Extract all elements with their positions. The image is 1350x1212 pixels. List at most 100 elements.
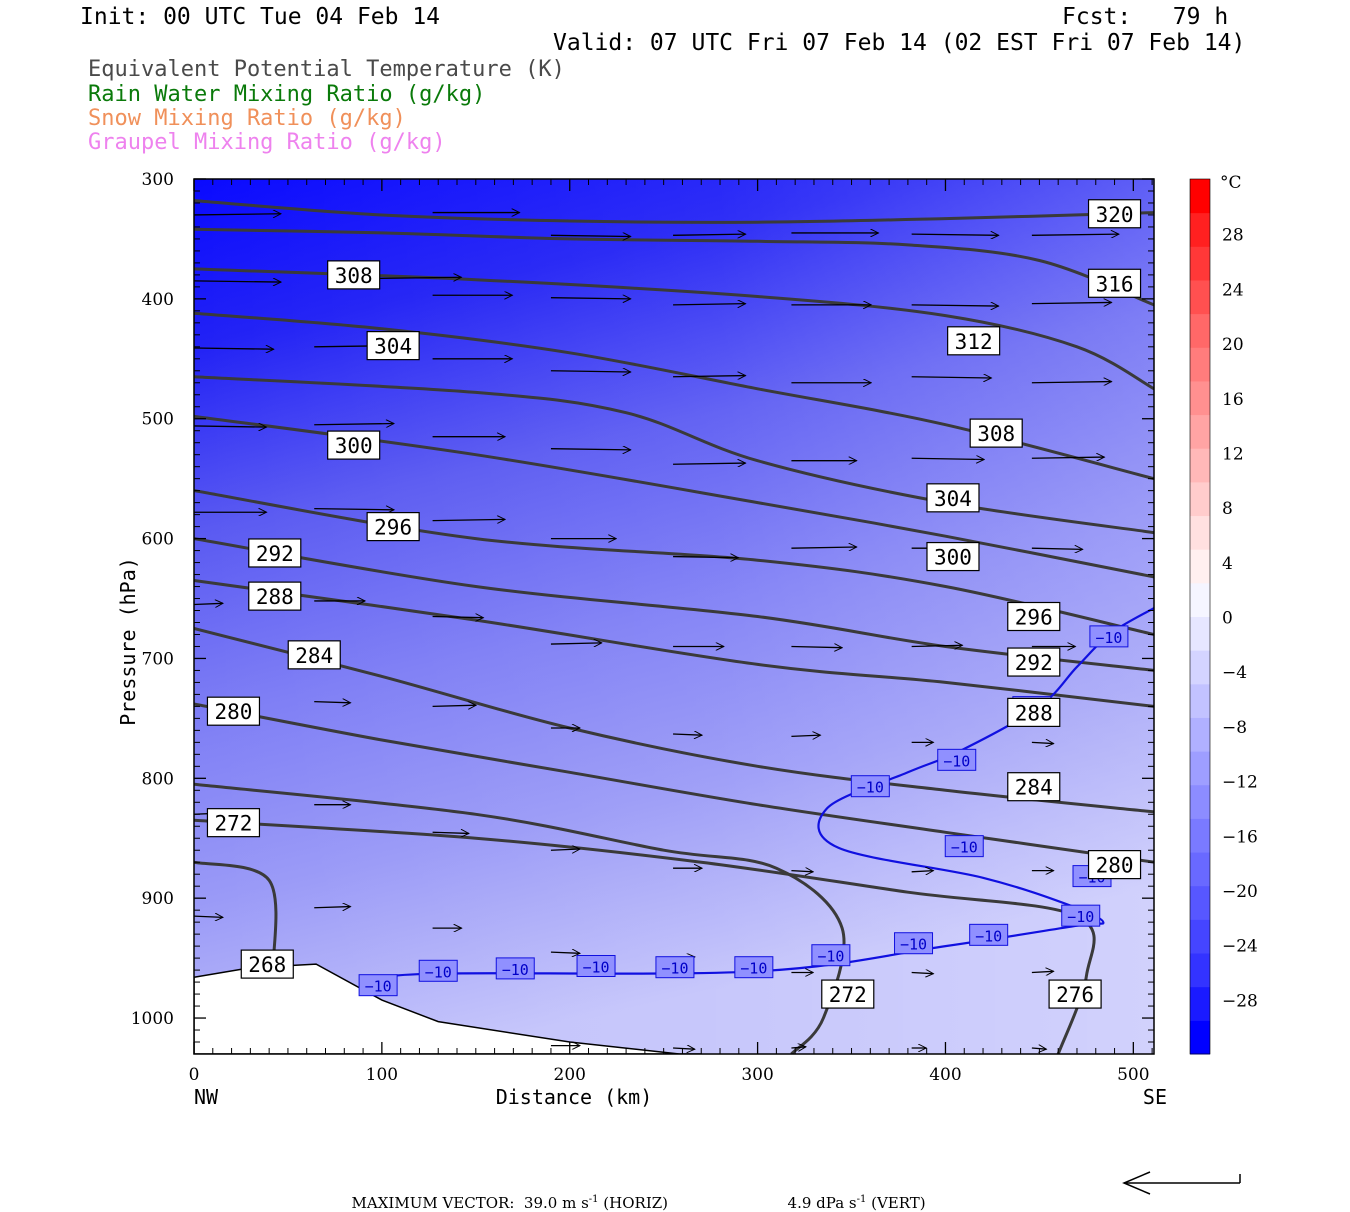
wind-arrow (911, 645, 963, 646)
svg-text:308: 308 (335, 264, 373, 288)
wind-arrow (791, 735, 820, 736)
colorbar-swatch (1190, 515, 1210, 550)
wind-arrow (194, 426, 267, 427)
svg-text:−10: −10 (1067, 908, 1094, 926)
theta-e-label-280: 280 (206, 696, 261, 726)
wind-arrow (673, 304, 746, 305)
legend-rain: Rain Water Mixing Ratio (g/kg) (88, 82, 486, 107)
x-tick-label: 0 (189, 1065, 200, 1085)
wind-arrow (791, 646, 842, 647)
wind-arrow (314, 424, 394, 425)
svg-text:280: 280 (1096, 854, 1134, 878)
svg-text:−10: −10 (425, 963, 452, 981)
wind-arrow (911, 234, 999, 235)
wind-arrow (1031, 457, 1105, 458)
theta-e-label-304: 304 (366, 331, 420, 361)
forecast-hour: Fcst: 79 h (1062, 4, 1229, 30)
theta-e-contour-268 (194, 860, 278, 971)
colorbar-label: 12 (1222, 444, 1244, 464)
colorbar-swatch (1190, 953, 1210, 988)
isotherm-label: −10 (1089, 625, 1129, 648)
plot-frame (193, 178, 1155, 1055)
colorbar-label: 24 (1222, 280, 1244, 300)
wind-arrow (911, 972, 934, 973)
colorbar-label: −28 (1222, 991, 1258, 1011)
x-tick-label: 200 (554, 1065, 586, 1085)
theta-e-contour-284 (194, 627, 1154, 814)
svg-text:284: 284 (295, 644, 333, 668)
colorbar-label: −16 (1222, 827, 1258, 847)
theta-e-label-308: 308 (969, 418, 1023, 448)
legend-graupel: Graupel Mixing Ratio (g/kg) (88, 130, 446, 155)
wind-arrow (314, 907, 350, 908)
colorbar-label: −4 (1222, 663, 1247, 683)
svg-text:−10: −10 (661, 960, 688, 978)
wind-arrow (194, 603, 223, 604)
isotherm-label: −10 (894, 932, 934, 955)
colorbar-swatch (1190, 246, 1210, 281)
svg-text:312: 312 (955, 330, 993, 354)
theta-e-contour-316 (194, 227, 1154, 307)
svg-text:−10: −10 (943, 752, 970, 770)
svg-text:−10: −10 (951, 839, 978, 857)
svg-text:−10: −10 (1095, 629, 1122, 647)
colorbar-swatch (1190, 481, 1210, 517)
x-axis-title: Distance (km) (496, 1085, 653, 1109)
svg-text:300: 300 (335, 434, 373, 458)
max-vector-horiz: MAXIMUM VECTOR: 39.0 m s-1 (HORIZ) (342, 1176, 668, 1212)
x-tick-label: 500 (1117, 1065, 1149, 1085)
svg-text:292: 292 (1015, 651, 1053, 675)
svg-text:−10: −10 (817, 948, 844, 966)
colorbar-swatch (1190, 784, 1210, 819)
svg-text:−10: −10 (857, 779, 884, 797)
colorbar-label: 16 (1222, 390, 1244, 410)
colorbar-swatch (1190, 616, 1210, 651)
wind-arrow (791, 871, 813, 872)
valid-time: Valid: 07 UTC Fri 07 Feb 14 (02 EST Fri … (553, 30, 1246, 56)
wind-arrow (194, 281, 281, 282)
svg-text:−10: −10 (502, 961, 529, 979)
y-tick-label: 900 (142, 889, 174, 909)
wind-arrow (911, 871, 934, 872)
svg-text:304: 304 (934, 487, 972, 511)
svg-text:−10: −10 (582, 959, 609, 977)
wind-arrow (550, 298, 631, 299)
y-tick-label: 800 (142, 769, 174, 789)
wind-arrow (911, 305, 999, 306)
colorbar-swatch (1190, 852, 1210, 887)
wind-arrow (673, 734, 702, 735)
wind-arrow (194, 916, 223, 917)
wind-arrow (791, 547, 856, 548)
theta-e-label-284: 284 (1007, 772, 1061, 802)
colorbar-label: 20 (1222, 335, 1244, 355)
wind-arrow (673, 234, 746, 235)
wind-arrow (550, 643, 602, 644)
svg-text:−10: −10 (900, 936, 927, 954)
colorbar-label: 8 (1222, 499, 1233, 519)
x-tick-label: 100 (366, 1065, 398, 1085)
y-tick-label: 700 (142, 649, 174, 669)
max-vector-text: MAXIMUM VECTOR: 39.0 m s (351, 1194, 589, 1212)
colorbar-swatch (1190, 549, 1210, 584)
colorbar-label: −12 (1222, 773, 1258, 793)
colorbar-label: 0 (1222, 609, 1233, 629)
wind-arrow (314, 702, 350, 703)
theta-e-label-292: 292 (248, 538, 302, 568)
svg-text:316: 316 (1096, 272, 1134, 296)
svg-text:296: 296 (374, 516, 412, 540)
theta-e-label-320: 320 (1087, 199, 1142, 229)
svg-text:−10: −10 (365, 978, 392, 996)
isotherm-label: −10 (418, 959, 458, 982)
wind-arrow (314, 509, 394, 510)
theta-e-label-276: 276 (1048, 979, 1102, 1009)
svg-text:268: 268 (248, 953, 286, 977)
horiz-tag: (HORIZ) (598, 1194, 669, 1212)
colorbar-swatch (1190, 380, 1210, 416)
wind-arrow (194, 214, 281, 215)
wind-arrow (194, 348, 274, 349)
theta-e-label-296: 296 (366, 512, 420, 542)
colorbar-swatch (1190, 313, 1210, 348)
svg-text:272: 272 (214, 812, 252, 836)
svg-text:−10: −10 (975, 927, 1002, 945)
theta-e-label-308: 308 (327, 260, 381, 290)
